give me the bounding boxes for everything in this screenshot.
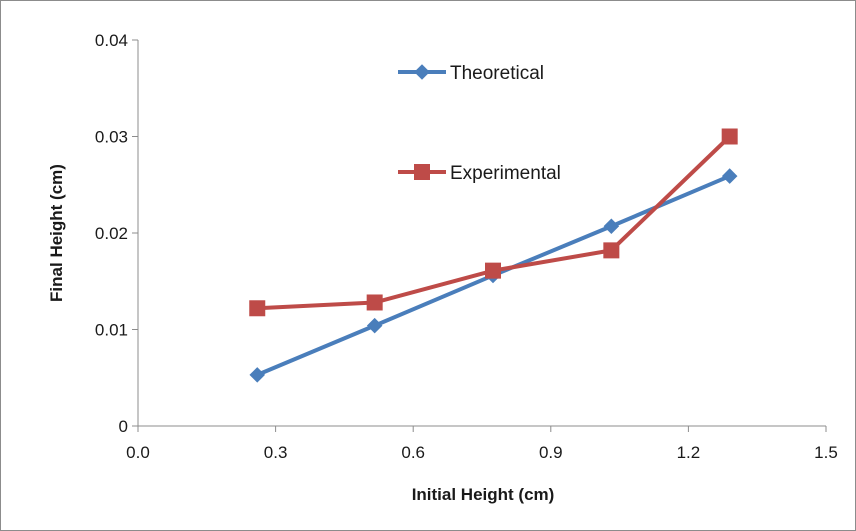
y-ticks: 0 0.01 0.02 0.03 0.04	[95, 31, 138, 436]
legend-item-experimental: Experimental	[398, 163, 561, 184]
data-point-experimental	[721, 128, 738, 145]
legend-label-theoretical: Theoretical	[450, 63, 544, 84]
x-tick-label: 0.9	[539, 443, 563, 462]
y-tick-label: 0	[119, 417, 128, 436]
legend-marker-experimental	[414, 164, 430, 180]
y-tick-label: 0.03	[95, 128, 128, 147]
x-ticks: 0.0 0.3 0.6 0.9 1.2 1.5	[126, 426, 838, 462]
x-tick-label: 0.3	[264, 443, 288, 462]
y-tick-label: 0.01	[95, 321, 128, 340]
legend-label-experimental: Experimental	[450, 163, 561, 184]
y-tick-label: 0.04	[95, 31, 128, 50]
axes	[137, 40, 826, 427]
legend: Theoretical Experimental	[398, 63, 561, 184]
data-point-theoretical	[603, 218, 620, 235]
data-point-experimental	[603, 242, 620, 259]
y-tick-label: 0.02	[95, 224, 128, 243]
data-point-theoretical	[366, 317, 383, 334]
y-axis-title: Final Height (cm)	[47, 164, 66, 302]
data-point-theoretical	[721, 168, 738, 184]
x-axis-title: Initial Height (cm)	[412, 485, 555, 504]
data-point-theoretical	[249, 367, 266, 383]
legend-item-theoretical: Theoretical	[398, 63, 544, 84]
data-point-experimental	[249, 300, 266, 317]
x-tick-label: 1.5	[814, 443, 838, 462]
data-point-experimental	[485, 262, 502, 279]
legend-marker-theoretical	[414, 64, 430, 80]
x-tick-label: 0.6	[401, 443, 425, 462]
x-tick-label: 1.2	[677, 443, 701, 462]
data-point-experimental	[366, 294, 383, 311]
x-tick-label: 0.0	[126, 443, 150, 462]
